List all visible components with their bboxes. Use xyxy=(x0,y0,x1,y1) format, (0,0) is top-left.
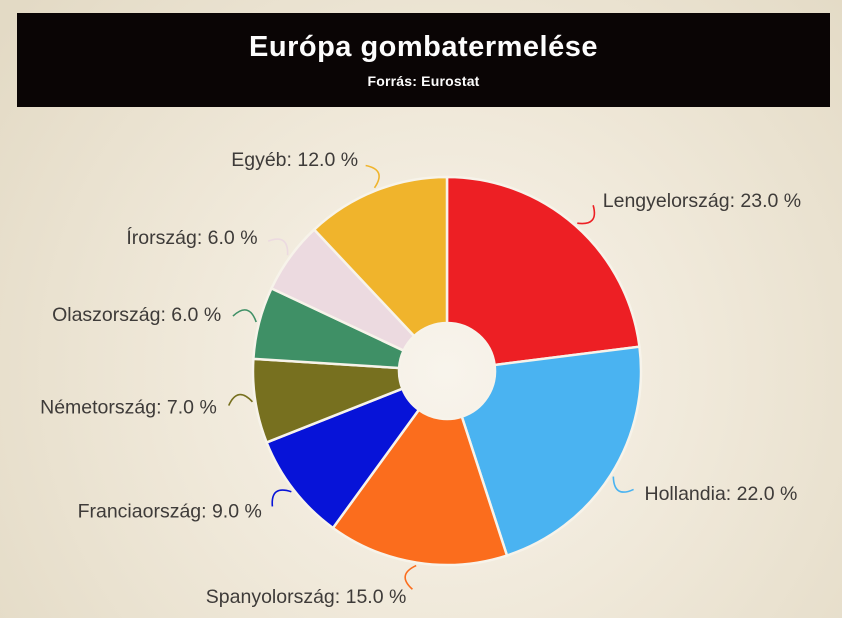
slice-label-németország: Németország: 7.0 % xyxy=(40,396,217,418)
chart-title: Európa gombatermelése xyxy=(249,31,598,64)
slice-callout-line-németország xyxy=(227,393,254,406)
slice-label-lengyelország: Lengyelország: 23.0 % xyxy=(603,190,801,212)
pie-slice-hollandia[interactable] xyxy=(460,345,643,557)
slice-label-egyéb: Egyéb: 12.0 % xyxy=(231,149,358,171)
slice-callout-line-egyéb xyxy=(365,164,380,189)
slice-label-hollandia: Hollandia: 22.0 % xyxy=(645,483,798,505)
slice-callout-line-franciaország xyxy=(271,489,292,507)
slice-callout-line-hollandia xyxy=(612,476,634,493)
pie-slice-egyéb[interactable] xyxy=(312,175,449,338)
slice-callout-line-írország xyxy=(267,238,289,256)
slice-callout-line-spanyolország xyxy=(404,564,417,590)
slice-label-írország: Írország: 6.0 % xyxy=(126,226,257,249)
pie-slice-spanyolország[interactable] xyxy=(331,408,509,567)
pie-slice-franciaország[interactable] xyxy=(265,387,421,530)
chart-header: Európa gombatermelése Forrás: Eurostat xyxy=(17,13,830,107)
slice-label-spanyolország: Spanyolország: 15.0 % xyxy=(206,586,407,608)
slice-label-franciaország: Franciaország: 9.0 % xyxy=(78,501,262,523)
slice-callout-line-lengyelország xyxy=(577,205,596,225)
chart-source-subtitle: Forrás: Eurostat xyxy=(367,72,480,89)
pie-slice-lengyelország[interactable] xyxy=(445,175,641,367)
slice-label-olaszország: Olaszország: 6.0 % xyxy=(52,304,221,326)
slice-callout-line-olaszország xyxy=(232,309,257,323)
